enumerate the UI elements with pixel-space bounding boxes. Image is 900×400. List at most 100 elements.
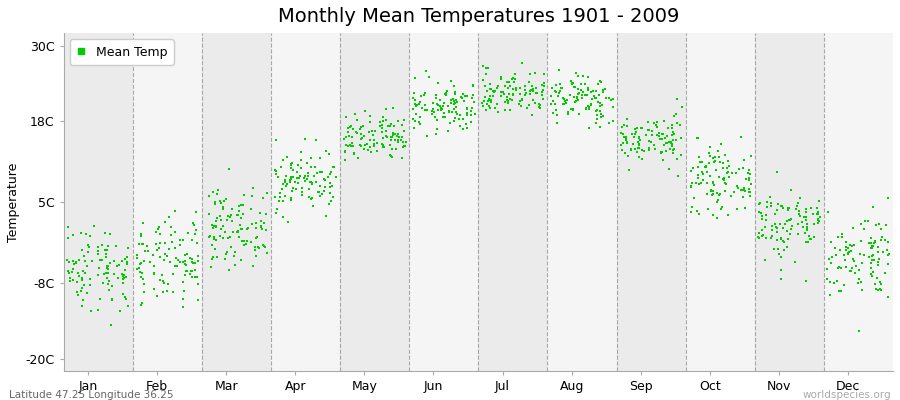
- Point: [666, 129, 680, 135]
- Bar: [133, 33, 202, 371]
- Point: [505, 97, 519, 104]
- Point: [62, 278, 77, 284]
- Point: [363, 118, 377, 125]
- Point: [284, 195, 298, 201]
- Point: [108, 243, 122, 250]
- Point: [868, 280, 883, 287]
- Point: [691, 135, 706, 141]
- Point: [184, 268, 199, 274]
- Point: [709, 198, 724, 205]
- Point: [355, 136, 369, 142]
- Point: [293, 149, 308, 156]
- Point: [572, 86, 586, 93]
- Point: [292, 172, 307, 179]
- Point: [779, 218, 794, 224]
- Point: [729, 183, 743, 190]
- Point: [872, 221, 886, 228]
- Point: [160, 281, 175, 288]
- Point: [189, 274, 203, 280]
- Point: [291, 179, 305, 186]
- Point: [447, 100, 462, 106]
- Point: [398, 143, 412, 149]
- Point: [159, 288, 174, 295]
- Point: [176, 259, 191, 266]
- Point: [293, 157, 308, 163]
- Point: [536, 96, 550, 102]
- Point: [205, 254, 220, 260]
- Point: [176, 237, 190, 244]
- Point: [208, 223, 222, 230]
- Point: [861, 254, 876, 260]
- Point: [810, 210, 824, 217]
- Point: [259, 226, 274, 233]
- Point: [844, 268, 859, 274]
- Point: [364, 149, 379, 155]
- Point: [483, 86, 498, 92]
- Point: [665, 122, 680, 128]
- Point: [614, 142, 628, 148]
- Point: [302, 179, 317, 185]
- Point: [714, 141, 728, 148]
- Point: [617, 150, 632, 156]
- Point: [664, 141, 679, 147]
- Point: [506, 91, 520, 97]
- Point: [566, 106, 580, 112]
- Point: [867, 240, 881, 246]
- Point: [381, 123, 395, 129]
- Point: [742, 167, 756, 173]
- Point: [880, 194, 895, 201]
- Point: [839, 264, 853, 270]
- Point: [429, 95, 444, 101]
- Bar: [755, 33, 824, 371]
- Point: [395, 144, 410, 150]
- Point: [834, 288, 849, 294]
- Point: [278, 178, 293, 185]
- Point: [483, 97, 498, 103]
- Point: [781, 236, 796, 242]
- Point: [571, 91, 585, 98]
- Point: [503, 96, 517, 102]
- Point: [173, 242, 187, 248]
- Point: [447, 91, 462, 97]
- Point: [76, 282, 91, 289]
- Point: [743, 192, 758, 199]
- Point: [482, 96, 496, 102]
- Point: [784, 226, 798, 232]
- Point: [383, 137, 398, 143]
- Point: [880, 294, 895, 300]
- Point: [652, 132, 667, 139]
- Point: [752, 235, 767, 242]
- Point: [501, 84, 516, 91]
- Point: [718, 152, 733, 158]
- Point: [643, 126, 657, 133]
- Point: [734, 134, 748, 141]
- Point: [580, 87, 595, 94]
- Point: [532, 100, 546, 107]
- Point: [189, 226, 203, 233]
- Point: [312, 182, 327, 189]
- Point: [841, 245, 855, 251]
- Point: [185, 260, 200, 266]
- Point: [665, 143, 680, 149]
- Point: [269, 168, 284, 174]
- Point: [718, 188, 733, 194]
- Point: [436, 114, 450, 120]
- Point: [571, 73, 585, 79]
- Point: [508, 85, 523, 91]
- Point: [868, 222, 883, 228]
- Point: [397, 143, 411, 149]
- Point: [616, 134, 631, 140]
- Point: [497, 90, 511, 97]
- Point: [105, 283, 120, 289]
- Point: [91, 243, 105, 250]
- Point: [84, 308, 98, 314]
- Point: [689, 180, 704, 186]
- Point: [502, 78, 517, 85]
- Point: [133, 302, 148, 308]
- Point: [216, 206, 230, 212]
- Point: [564, 80, 579, 87]
- Point: [227, 252, 241, 259]
- Point: [706, 180, 721, 186]
- Point: [83, 276, 97, 282]
- Point: [274, 164, 288, 170]
